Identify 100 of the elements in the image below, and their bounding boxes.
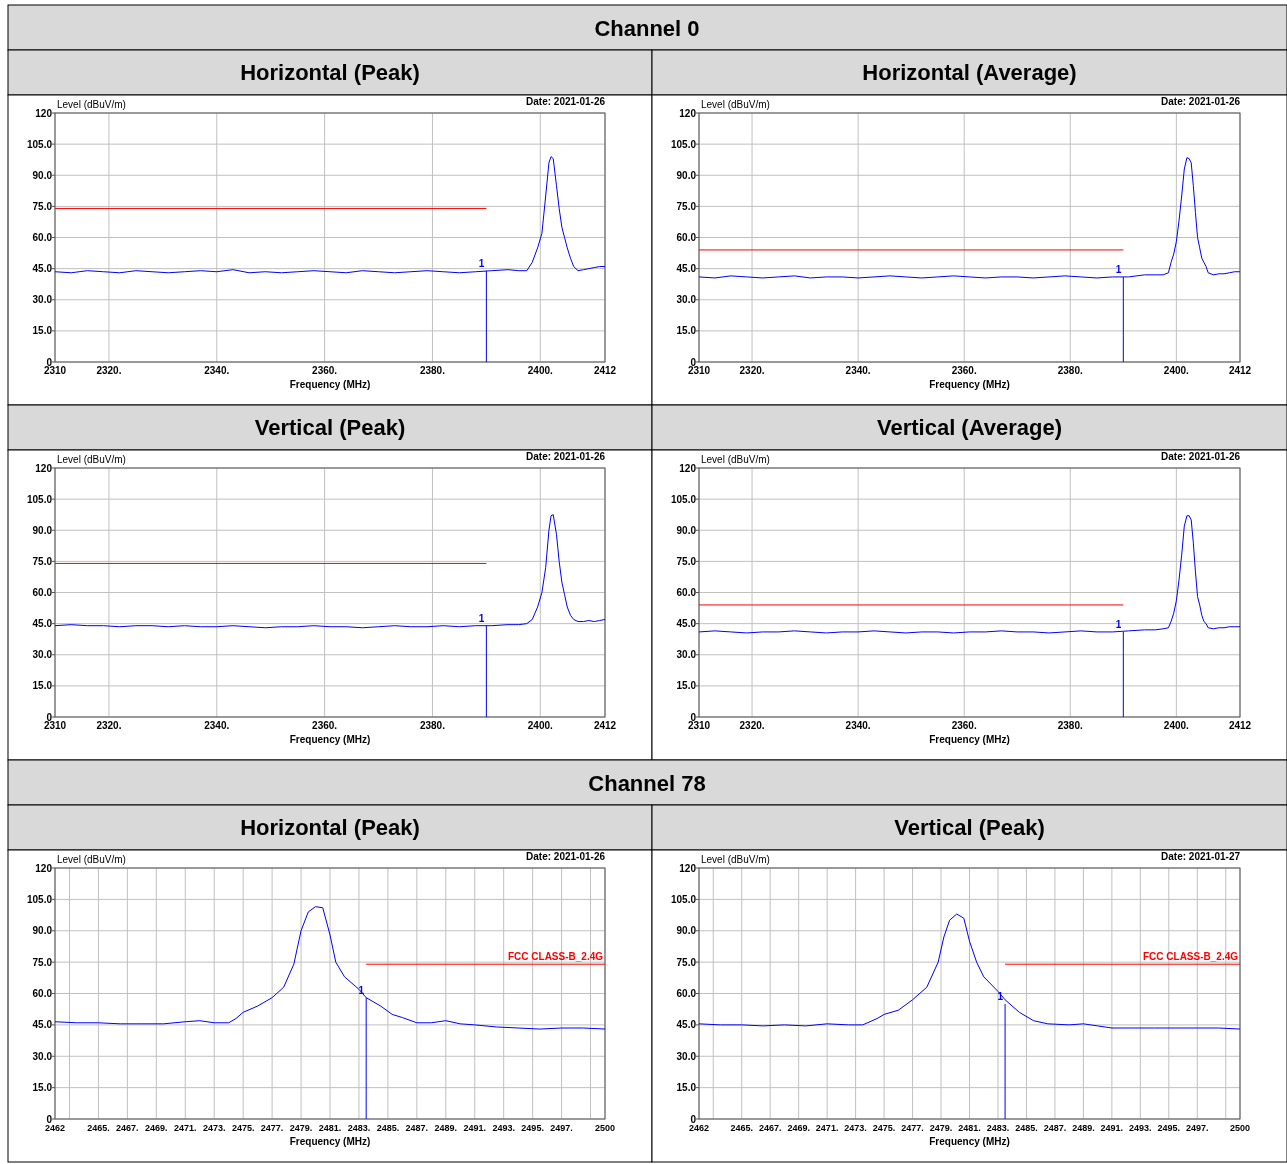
x-tick-label: 2485. xyxy=(1015,1123,1038,1133)
x-axis-title: Frequency (MHz) xyxy=(289,734,371,745)
chart-title: Horizontal (Peak) xyxy=(240,60,420,85)
y-tick-label: 30.0 xyxy=(32,1050,53,1062)
series-label: 1 xyxy=(1115,618,1122,630)
x-tick-label: 2320. xyxy=(96,720,122,731)
x-tick-label: 2310 xyxy=(43,365,67,376)
x-tick-label: 2320. xyxy=(739,720,765,731)
x-tick-label: 2412 xyxy=(593,720,617,731)
x-tick-label: 2500 xyxy=(1229,1123,1251,1133)
chart-title: Horizontal (Average) xyxy=(862,60,1077,85)
x-tick-label: 2483. xyxy=(347,1123,371,1133)
chart-title: Vertical (Peak) xyxy=(894,815,1045,840)
y-tick-label: 105.0 xyxy=(26,493,53,505)
y-axis-title: Level (dBuV/m) xyxy=(57,454,126,465)
y-tick-label: 60.0 xyxy=(676,232,697,243)
x-tick-label: 2491. xyxy=(463,1123,486,1133)
y-tick-label: 0 xyxy=(46,711,53,723)
chart-title: Vertical (Average) xyxy=(876,415,1063,440)
x-tick-label: 2360. xyxy=(951,720,977,731)
x-tick-label: 2412 xyxy=(593,365,617,376)
y-tick-label: 75.0 xyxy=(32,555,53,567)
series-label: 1 xyxy=(1115,263,1122,275)
series-label: 1 xyxy=(478,257,485,269)
x-tick-label: 2497. xyxy=(1186,1123,1209,1133)
x-tick-label: 2412 xyxy=(1228,720,1252,731)
x-tick-label: 2462 xyxy=(44,1123,66,1133)
x-tick-label: 2479. xyxy=(929,1123,953,1133)
y-tick-label: 30.0 xyxy=(32,294,53,306)
x-tick-label: 2380. xyxy=(1057,365,1084,376)
x-tick-label: 2340. xyxy=(845,365,871,376)
y-tick-label: 90.0 xyxy=(32,169,53,181)
x-tick-label: 2465. xyxy=(730,1123,753,1133)
y-tick-label: 45.0 xyxy=(32,1019,53,1031)
y-axis-title: Level (dBuV/m) xyxy=(57,99,126,110)
x-tick-label: 2473. xyxy=(844,1123,867,1133)
x-tick-label: 2497. xyxy=(550,1123,573,1133)
y-tick-label: 60.0 xyxy=(676,988,697,999)
y-axis-title: Level (dBuV/m) xyxy=(701,854,770,865)
y-tick-label: 30.0 xyxy=(676,1050,697,1062)
x-tick-label: 2310 xyxy=(43,720,67,731)
y-tick-label: 105.0 xyxy=(26,893,53,905)
x-tick-label: 2469. xyxy=(145,1123,168,1133)
series-label: 1 xyxy=(478,612,485,624)
x-tick-label: 2475. xyxy=(231,1123,255,1133)
series-label: FCC CLASS-B_2.4G xyxy=(507,951,604,963)
x-tick-label: 2487. xyxy=(1043,1123,1067,1133)
x-axis-title: Frequency (MHz) xyxy=(929,379,1010,390)
y-tick-label: 90.0 xyxy=(676,524,697,536)
y-tick-label: 0 xyxy=(46,1113,53,1125)
y-tick-label: 0 xyxy=(690,356,697,368)
x-tick-label: 2340. xyxy=(845,720,871,731)
y-tick-label: 75.0 xyxy=(676,200,697,212)
x-tick-label: 2493. xyxy=(492,1123,515,1133)
x-tick-label: 2380. xyxy=(1057,720,1084,731)
x-tick-label: 2360. xyxy=(951,365,977,376)
x-tick-label: 2462 xyxy=(688,1123,710,1133)
y-tick-label: 45.0 xyxy=(32,618,53,630)
y-tick-label: 60.0 xyxy=(676,587,697,598)
y-tick-label: 0 xyxy=(46,356,53,368)
x-tick-label: 2467. xyxy=(116,1123,139,1133)
x-axis-title: Frequency (MHz) xyxy=(929,734,1010,745)
x-tick-label: 2489. xyxy=(434,1123,458,1133)
x-tick-label: 2412 xyxy=(1228,365,1252,376)
y-tick-label: 75.0 xyxy=(32,200,53,212)
y-tick-label: 0 xyxy=(690,1113,697,1125)
x-tick-label: 2493. xyxy=(1129,1123,1152,1133)
y-tick-label: 75.0 xyxy=(32,956,53,968)
x-tick-label: 2310 xyxy=(687,720,711,731)
x-tick-label: 2471. xyxy=(815,1123,839,1133)
x-tick-label: 2495. xyxy=(1157,1123,1181,1133)
y-tick-label: 90.0 xyxy=(32,925,53,937)
x-tick-label: 2400. xyxy=(1163,365,1190,376)
y-tick-label: 15.0 xyxy=(32,1082,53,1094)
y-tick-label: 75.0 xyxy=(676,956,697,968)
y-axis-title: Level (dBuV/m) xyxy=(701,454,770,465)
x-tick-label: 2481. xyxy=(318,1123,342,1133)
x-tick-label: 2310 xyxy=(687,365,711,376)
y-tick-label: 15.0 xyxy=(676,325,697,337)
text: Date: 2021-01-26 xyxy=(526,451,606,462)
x-axis-title: Frequency (MHz) xyxy=(289,379,371,390)
x-tick-label: 2465. xyxy=(87,1123,110,1133)
y-tick-label: 105.0 xyxy=(670,893,697,905)
x-tick-label: 2340. xyxy=(204,365,230,376)
y-tick-label: 15.0 xyxy=(32,680,53,692)
x-tick-label: 2491. xyxy=(1100,1123,1124,1133)
x-axis-title: Frequency (MHz) xyxy=(929,1136,1010,1147)
chart-title: Horizontal (Peak) xyxy=(240,815,420,840)
x-tick-label: 2360. xyxy=(312,365,338,376)
y-tick-label: 120 xyxy=(679,862,697,874)
y-tick-label: 30.0 xyxy=(32,649,53,661)
y-tick-label: 15.0 xyxy=(676,1082,697,1094)
x-tick-label: 2380. xyxy=(419,720,446,731)
x-tick-label: 2477. xyxy=(260,1123,284,1133)
x-tick-label: 2340. xyxy=(204,720,230,731)
x-tick-label: 2400. xyxy=(1163,720,1190,731)
y-tick-label: 120 xyxy=(35,107,53,119)
x-tick-label: 2481. xyxy=(958,1123,981,1133)
y-tick-label: 0 xyxy=(690,711,697,723)
x-tick-label: 2479. xyxy=(289,1123,313,1133)
